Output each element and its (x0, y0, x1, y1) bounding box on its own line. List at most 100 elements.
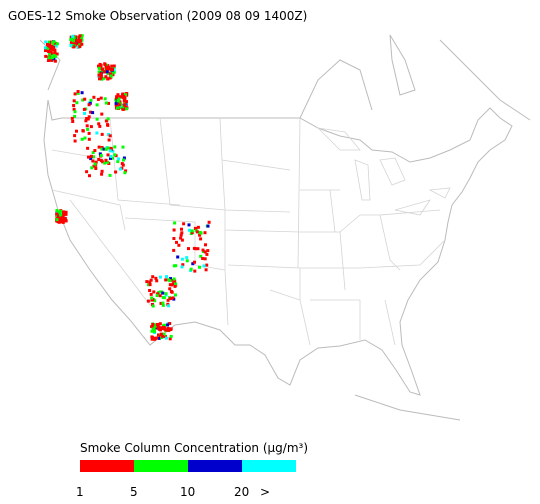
smoke-pixel (201, 248, 205, 252)
smoke-pixel (111, 156, 115, 160)
smoke-pixel (53, 48, 57, 52)
smoke-pixel (118, 100, 122, 104)
smoke-pixel (86, 117, 90, 121)
smoke-pixel (110, 64, 114, 68)
legend: 1 5 10 20 > (76, 460, 296, 499)
smoke-pixel (98, 62, 102, 66)
smoke-pixel (166, 298, 170, 302)
smoke-pixel (64, 212, 68, 216)
smoke-pixel (103, 63, 107, 67)
smoke-pixel (55, 218, 59, 222)
smoke-pixel (78, 34, 82, 38)
smoke-pixel (172, 248, 176, 252)
smoke-pixel (104, 158, 108, 162)
smoke-pixel (46, 43, 49, 46)
smoke-pixel (124, 169, 128, 173)
smoke-pixel (158, 334, 162, 338)
smoke-pixel (98, 152, 102, 156)
smoke-pixel (198, 265, 201, 269)
smoke-pixel (59, 218, 63, 222)
smoke-pixel (62, 218, 66, 222)
smoke-pixel (205, 263, 209, 267)
smoke-pixel (192, 246, 196, 250)
smoke-pixel (190, 229, 194, 233)
smoke-pixel (204, 243, 207, 247)
smoke-pixel (206, 249, 210, 253)
smoke-pixel (161, 334, 165, 338)
smoke-pixel (72, 41, 76, 45)
smoke-pixel (100, 169, 104, 173)
smoke-pixel (52, 57, 56, 61)
smoke-pixel (168, 297, 172, 301)
smoke-pixel (104, 65, 108, 69)
smoke-pixel (78, 39, 82, 43)
smoke-pixel (100, 146, 104, 149)
smoke-pixel (83, 111, 86, 115)
smoke-pixel (148, 289, 152, 292)
smoke-pixel (100, 112, 104, 116)
smoke-pixel (118, 167, 122, 171)
smoke-pixel (107, 138, 111, 142)
smoke-pixel (95, 103, 99, 107)
legend-label: 10 (180, 485, 195, 499)
smoke-pixel (154, 276, 158, 280)
smoke-pixel (104, 101, 108, 105)
smoke-pixel (81, 129, 85, 133)
smoke-pixel (193, 260, 196, 264)
smoke-pixel (101, 67, 105, 71)
smoke-pixel (104, 119, 108, 123)
smoke-pixel (113, 145, 117, 149)
smoke-pixel (179, 236, 183, 240)
smoke-pixel (47, 56, 51, 60)
smoke-pixel (72, 45, 76, 49)
smoke-pixel (73, 92, 77, 96)
smoke-pixel (161, 291, 165, 295)
smoke-pixel (104, 70, 108, 74)
smoke-pixel (114, 170, 118, 174)
smoke-pixel (159, 301, 163, 305)
lakes (316, 127, 451, 216)
smoke-pixel (185, 259, 189, 263)
smoke-pixel (191, 262, 195, 266)
smoke-pixel (71, 120, 75, 123)
smoke-pixel (96, 97, 100, 101)
smoke-pixel (161, 296, 165, 299)
smoke-pixel (50, 44, 54, 48)
smoke-pixel (98, 124, 102, 128)
smoke-pixel (109, 156, 112, 160)
smoke-pixel (170, 290, 174, 294)
smoke-pixel (173, 221, 177, 225)
smoke-pixel (106, 123, 110, 127)
smoke-pixel (91, 151, 95, 154)
smoke-pixel (83, 97, 87, 101)
smoke-pixel (181, 263, 185, 267)
smoke-pixel (153, 337, 157, 341)
smoke-pixel (64, 219, 68, 223)
smoke-pixel (204, 268, 208, 272)
smoke-pixel (196, 225, 200, 229)
smoke-pixel (155, 279, 159, 283)
smoke-pixel (158, 275, 162, 279)
smoke-pixel (164, 278, 168, 282)
smoke-pixel (47, 58, 51, 62)
smoke-pixel (89, 110, 93, 114)
smoke-pixel (171, 296, 175, 300)
smoke-pixel (89, 98, 93, 102)
smoke-pixel (163, 323, 167, 327)
smoke-pixel (161, 301, 165, 305)
smoke-pixel (190, 231, 194, 235)
smoke-pixel (97, 73, 101, 77)
smoke-pixel (89, 154, 93, 158)
smoke-pixel (102, 147, 106, 151)
smoke-pixel (198, 233, 202, 237)
smoke-pixel (109, 146, 113, 150)
smoke-pixel (76, 90, 80, 93)
legend-swatch (188, 460, 242, 472)
smoke-pixel (48, 45, 52, 48)
smoke-pixel (168, 322, 172, 325)
smoke-pixel (106, 77, 110, 81)
smoke-pixel (46, 46, 50, 50)
smoke-pixel (172, 277, 176, 281)
smoke-pixel (49, 47, 53, 51)
smoke-pixel (203, 231, 207, 235)
